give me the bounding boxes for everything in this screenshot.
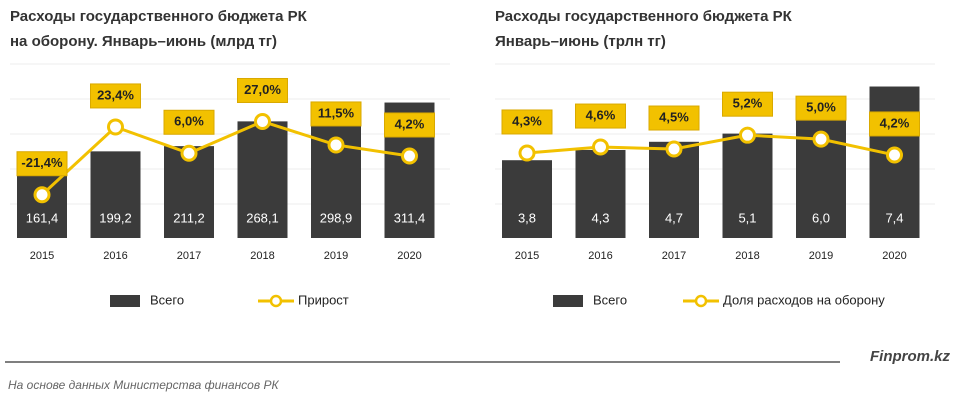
bar-value-label: 268,1 (246, 210, 279, 225)
line-point (107, 118, 124, 136)
bar (237, 121, 288, 238)
x-tick-label: 2017 (177, 250, 201, 262)
source: На основе данных Министерства финансов Р… (8, 378, 279, 392)
bar-value-label: 211,2 (173, 210, 205, 225)
legend-label: Всего (593, 292, 627, 307)
label-box (237, 77, 288, 103)
line-point (665, 140, 683, 158)
label-box (163, 109, 215, 135)
line-value-label: 4,6% (586, 107, 616, 122)
label-box (90, 83, 141, 109)
line-value-label: 4,2% (395, 116, 425, 131)
line-point (254, 112, 271, 130)
brand: Finprom.kz (870, 348, 951, 365)
legend-label: Прирост (298, 292, 349, 307)
line-point (886, 146, 903, 164)
bar-value-label: 4,3 (591, 210, 609, 225)
chart-title: Расходы государственного бюджета РК (10, 8, 308, 25)
x-tick-label: 2018 (735, 250, 759, 262)
bar-value-label: 6,0 (812, 210, 830, 225)
label-box (501, 109, 553, 135)
legend-label: Доля расходов на оборону (723, 292, 885, 307)
legend-swatch (110, 295, 140, 307)
x-tick-label: 2020 (882, 250, 906, 262)
bar (311, 107, 361, 238)
line-point (327, 136, 345, 154)
line-point (812, 130, 830, 148)
bar (575, 149, 626, 238)
line-point (739, 126, 756, 144)
bar-value-label: 161,4 (26, 210, 59, 225)
x-tick-label: 2016 (103, 250, 127, 262)
line-value-label: 5,2% (733, 96, 763, 111)
bar (502, 160, 552, 238)
line-point (518, 144, 536, 162)
chart-title: Расходы государственного бюджета РК (495, 8, 793, 25)
bar (722, 133, 773, 238)
label-box (795, 95, 847, 121)
legend-swatch (269, 294, 283, 308)
line (526, 133, 895, 157)
label-box (575, 103, 626, 129)
legend-swatch (694, 294, 708, 308)
line-value-label: 11,5% (318, 105, 355, 120)
x-tick-label: 2015 (30, 250, 54, 262)
legend-label: Всего (150, 292, 184, 307)
line-value-label: 4,5% (659, 109, 689, 124)
bar-value-label: 4,7 (665, 210, 683, 225)
label-box (869, 111, 920, 137)
bar (649, 141, 699, 238)
line-point (33, 186, 51, 204)
line-point (401, 147, 418, 165)
bar-value-label: 199,2 (99, 210, 132, 225)
label-box (722, 91, 773, 117)
chart-title: на оборону. Январь–июнь (млрд тг) (10, 33, 277, 50)
chart-title: Январь–июнь (трлн тг) (495, 33, 666, 50)
label-box (384, 112, 435, 138)
line-value-label: 23,4% (97, 87, 134, 102)
x-tick-label: 2019 (809, 250, 833, 262)
line-value-label: 6,0% (174, 114, 204, 129)
bar-value-label: 5,1 (738, 210, 756, 225)
line-value-label: -21,4% (21, 155, 63, 170)
label-box (310, 101, 362, 127)
x-tick-label: 2016 (588, 250, 612, 262)
label-box (648, 105, 700, 131)
bar-value-label: 311,4 (394, 210, 426, 225)
x-tick-label: 2017 (662, 250, 686, 262)
line-value-label: 4,3% (512, 113, 542, 128)
line-point (180, 144, 198, 162)
x-tick-label: 2015 (515, 250, 539, 262)
x-tick-label: 2020 (397, 250, 421, 262)
line (40, 119, 410, 196)
label-box (16, 151, 68, 177)
bar-value-label: 298,9 (320, 210, 353, 225)
line-point (592, 138, 609, 156)
legend-swatch (553, 295, 583, 307)
x-tick-label: 2019 (324, 250, 348, 262)
bar-value-label: 7,4 (885, 210, 903, 225)
line-value-label: 27,0% (244, 82, 281, 97)
line-value-label: 5,0% (806, 100, 836, 115)
x-tick-label: 2018 (250, 250, 274, 262)
bar (90, 151, 141, 238)
line-value-label: 4,2% (880, 115, 910, 130)
bar-value-label: 3,8 (518, 210, 536, 225)
